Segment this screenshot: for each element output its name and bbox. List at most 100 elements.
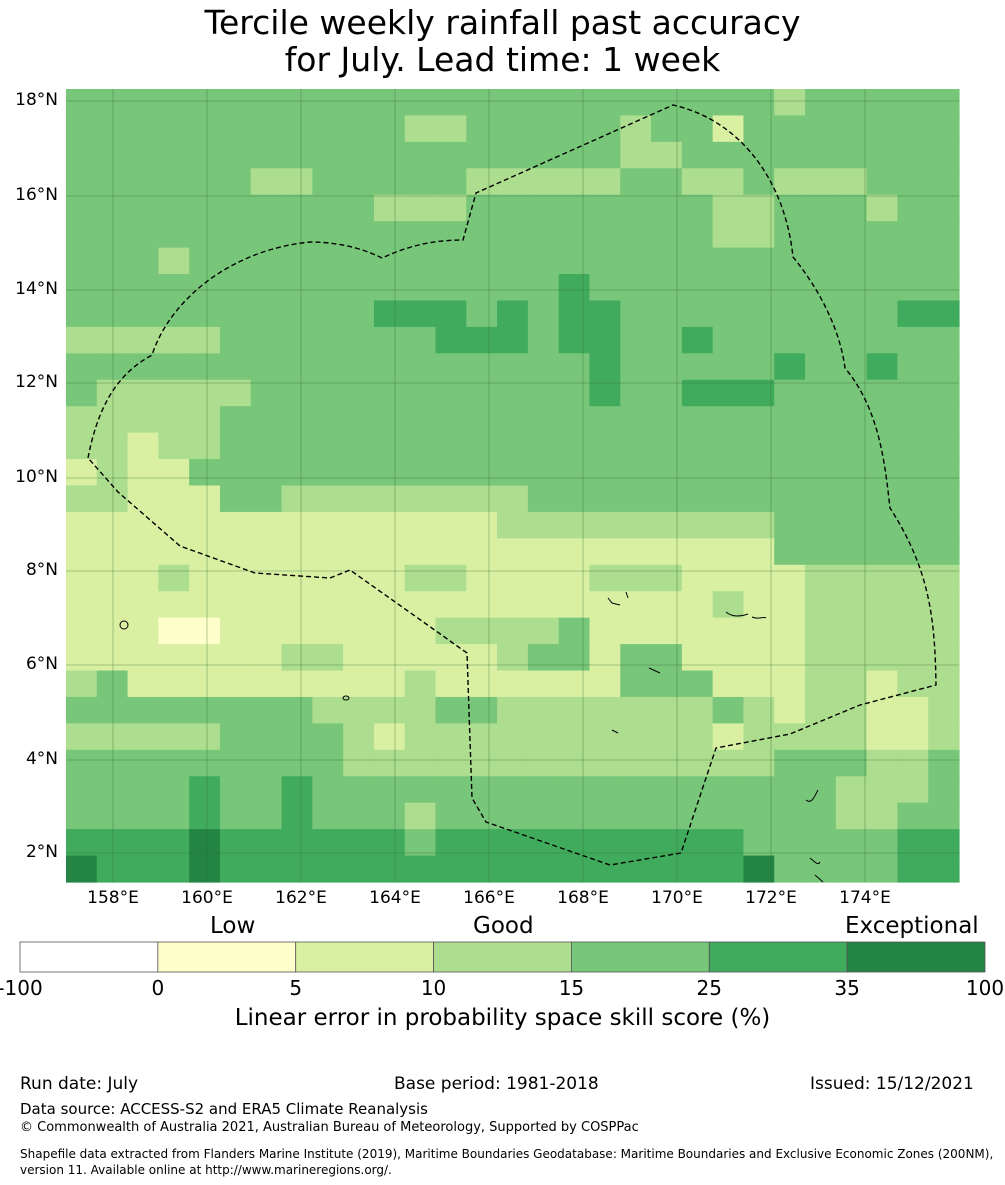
map-cell: [651, 141, 683, 169]
map-cell: [404, 115, 437, 143]
run-date: Run date: July: [20, 1074, 139, 1094]
map-cell: [189, 89, 221, 117]
map-cell: [158, 538, 190, 566]
map-cell: [281, 221, 313, 249]
map-cell: [651, 459, 683, 487]
map-cell: [373, 644, 406, 672]
map-cell: [373, 776, 406, 804]
map-cell: [404, 300, 437, 328]
map-cell: [527, 670, 560, 698]
map-cell: [558, 89, 591, 117]
map-cell: [497, 247, 529, 275]
map-cell: [127, 432, 159, 460]
map-cell: [189, 855, 221, 883]
map-cell: [189, 776, 221, 804]
map-cell: [897, 670, 929, 698]
map-cell: [96, 644, 129, 672]
map-cell: [866, 353, 899, 381]
map-cell: [96, 432, 129, 460]
map-cell: [558, 511, 591, 539]
map-cell: [774, 538, 806, 566]
map-cell: [866, 247, 899, 275]
longitude-label: 160°E: [181, 888, 233, 908]
map-cell: [96, 459, 129, 487]
map-cell: [589, 247, 621, 275]
map-cell: [404, 617, 437, 645]
map-cell: [343, 141, 375, 169]
map-cell: [66, 511, 98, 539]
map-cell: [866, 591, 899, 619]
map-cell: [250, 115, 283, 143]
map-cell: [897, 247, 929, 275]
map-cell: [558, 591, 591, 619]
latitude-label: 8°N: [25, 560, 58, 580]
map-cell: [743, 247, 775, 275]
map-cell: [96, 670, 129, 698]
map-cell: [66, 326, 98, 354]
map-cell: [712, 141, 745, 169]
map-cell: [497, 644, 529, 672]
map-cell: [435, 194, 467, 222]
map-cell: [620, 353, 652, 381]
map-cell: [466, 511, 498, 539]
map-cell: [158, 274, 190, 302]
map-cell: [866, 538, 899, 566]
map-cell: [835, 855, 868, 883]
map-cell: [127, 353, 159, 381]
map-cell: [250, 406, 283, 434]
map-cell: [527, 432, 560, 460]
map-cell: [250, 617, 283, 645]
map-cell: [558, 168, 591, 196]
map-cell: [620, 274, 652, 302]
map-cell: [343, 538, 375, 566]
map-cell: [774, 89, 806, 117]
map-cell: [589, 723, 621, 751]
map-cell: [681, 353, 714, 381]
map-cell: [435, 855, 467, 883]
map-cell: [435, 432, 467, 460]
map-cell: [250, 221, 283, 249]
map-cell: [866, 511, 899, 539]
map-cell: [189, 168, 221, 196]
map-cell: [497, 696, 529, 724]
map-cell: [651, 485, 683, 513]
map-cell: [774, 300, 806, 328]
map-cell: [96, 538, 129, 566]
map-cell: [835, 168, 868, 196]
map-cell: [435, 776, 467, 804]
map-cell: [158, 723, 190, 751]
map-cell: [127, 855, 159, 883]
map-cell: [681, 617, 714, 645]
map-cell: [373, 696, 406, 724]
map-cell: [312, 802, 344, 830]
map-cell: [743, 326, 775, 354]
map-cell: [651, 723, 683, 751]
map-cell: [620, 300, 652, 328]
map-cell: [219, 194, 252, 222]
map-cell: [189, 485, 221, 513]
map-cell: [712, 194, 745, 222]
lat-lon-gridlines: [66, 89, 959, 882]
map-cell: [312, 749, 344, 777]
map-cell: [558, 221, 591, 249]
map-cell: [281, 459, 313, 487]
map-cell: [373, 802, 406, 830]
map-cell: [127, 564, 159, 592]
map-cell: [189, 115, 221, 143]
map-cell: [774, 644, 806, 672]
map-cell: [466, 300, 498, 328]
map-cell: [897, 221, 929, 249]
map-cell: [466, 723, 498, 751]
map-cell: [620, 564, 652, 592]
map-cell: [712, 670, 745, 698]
map-cell: [805, 168, 837, 196]
map-cell: [527, 274, 560, 302]
map-cell: [743, 855, 775, 883]
map-cell: [835, 802, 868, 830]
map-cell: [497, 802, 529, 830]
map-cell: [805, 511, 837, 539]
map-cell: [127, 617, 159, 645]
map-cell: [96, 353, 129, 381]
map-cell: [620, 696, 652, 724]
map-cell: [805, 617, 837, 645]
